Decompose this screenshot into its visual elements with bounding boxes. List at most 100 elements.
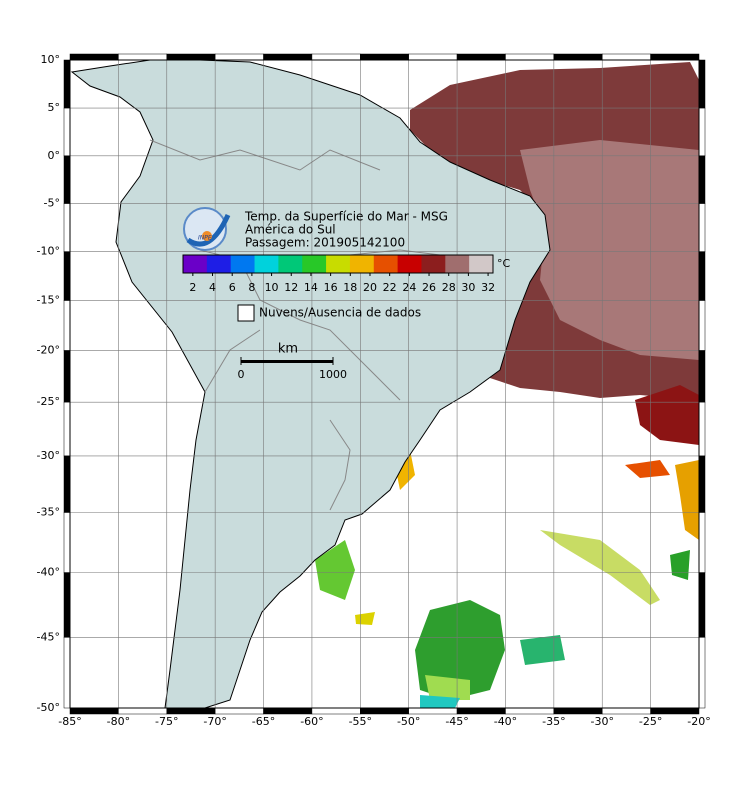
frame-segment	[360, 53, 409, 61]
colorbar-tick-label: 16	[324, 281, 338, 294]
frame-segment	[601, 53, 651, 61]
frame-segment	[650, 53, 700, 61]
colorbar-swatch	[230, 255, 256, 273]
colorbar-swatch	[397, 255, 422, 273]
frame-segment	[553, 707, 603, 715]
colorbar-swatch	[373, 255, 399, 273]
sst-cyan	[420, 695, 460, 708]
colorbar-tick-label: 26	[422, 281, 436, 294]
x-tick-label: -45°	[445, 715, 468, 728]
sst-orange	[675, 460, 699, 540]
colorbar-tick-label: 32	[481, 281, 495, 294]
title-line: Passagem: 201905142100	[245, 236, 405, 250]
x-tick-label: -60°	[300, 715, 323, 728]
y-tick-label: -25°	[37, 395, 60, 408]
y-tick-label: 10°	[41, 53, 61, 66]
frame-segment	[63, 251, 71, 301]
legend-label: Nuvens/Ausencia de dados	[259, 306, 421, 320]
frame-segment	[214, 53, 264, 61]
frame-segment	[456, 53, 506, 61]
frame-segment	[63, 59, 71, 109]
x-tick-label: -50°	[397, 715, 420, 728]
frame-segment	[698, 300, 706, 351]
frame-segment	[311, 53, 361, 61]
colorbar-tick-label: 12	[284, 281, 298, 294]
frame-segment	[698, 401, 706, 457]
sst-patches	[315, 62, 699, 708]
x-tick-label: -55°	[349, 715, 372, 728]
colorbar-tick-label: 20	[363, 281, 377, 294]
y-tick-label: -10°	[37, 245, 60, 258]
y-tick-label: 0°	[48, 149, 61, 162]
frame-segment	[698, 155, 706, 204]
scale-bar-unit: km	[278, 342, 298, 357]
title-block: INPE Temp. da Superfície do Mar - MSG Am…	[183, 207, 448, 251]
colorbar-tick-label: 28	[442, 281, 456, 294]
sst-orange	[625, 460, 670, 478]
frame-segment	[63, 455, 71, 513]
logo-arrow	[186, 213, 231, 247]
scale-bar: km 0 1000	[238, 342, 348, 382]
x-tick-label: -85°	[58, 715, 81, 728]
frame-segment	[63, 637, 71, 709]
colorbar: 2 4 6 8 10 12 14 16 18 20 22 24 26 28 30 32	[182, 254, 495, 294]
tick-labels: -85° -80° -75° -70° -65° -60° -55° -50° -45° -40°…	[37, 53, 711, 728]
logo-text: INPE	[198, 235, 212, 242]
y-tick-label: -35°	[37, 505, 60, 518]
frame-segment	[118, 707, 168, 715]
frame-segment	[698, 572, 706, 638]
colorbar-tick-label: 8	[248, 281, 255, 294]
frame-segment	[505, 707, 555, 715]
frame-segment	[408, 53, 458, 61]
frame-segment	[698, 637, 706, 709]
sst-red	[635, 385, 699, 445]
colorbar-border	[182, 254, 494, 274]
x-tick-label: -40°	[494, 715, 517, 728]
x-tick-label: -65°	[252, 715, 275, 728]
frame-segment	[698, 350, 706, 403]
frame-segment	[311, 707, 361, 715]
frame-segment	[456, 707, 506, 715]
colorbar-tick-label: 24	[402, 281, 416, 294]
frame-segment	[166, 707, 216, 715]
frame-segment	[63, 107, 71, 157]
colorbar-swatch	[278, 255, 303, 273]
colorbar-tick-label: 22	[383, 281, 397, 294]
logo-sun	[202, 231, 212, 241]
frame-segment	[214, 707, 264, 715]
frame-segment	[360, 707, 409, 715]
frame-segment	[698, 512, 706, 573]
sst-yellow	[540, 530, 660, 605]
x-tick-label: -35°	[542, 715, 565, 728]
frame-segment	[601, 707, 651, 715]
scale-bar-body	[241, 360, 333, 363]
frame-border	[69, 59, 700, 709]
colorbar-tick-label: 30	[461, 281, 475, 294]
y-tick-label: -40°	[37, 566, 60, 579]
logo	[183, 207, 227, 251]
colorbar-tick-label: 14	[304, 281, 318, 294]
x-tick-label: -20°	[687, 715, 710, 728]
x-tick-label: -70°	[203, 715, 226, 728]
frame-segment	[698, 455, 706, 513]
colorbar-swatch	[349, 255, 375, 273]
frame-segment	[698, 59, 706, 109]
frame-segment	[63, 572, 71, 638]
colorbar-swatch	[206, 255, 232, 273]
title-line: Temp. da Superfície do Mar - MSG	[244, 210, 448, 224]
x-tick-label: -30°	[590, 715, 613, 728]
frame-segment	[698, 203, 706, 252]
y-tick-label: -5°	[44, 197, 60, 210]
sst-green	[415, 600, 505, 700]
colorbar-tick-label: 2	[189, 281, 196, 294]
sst-warm-light	[520, 140, 699, 360]
colorbar-unit: °C	[497, 257, 511, 270]
x-tick-label: -80°	[107, 715, 130, 728]
legend-swatch	[237, 304, 255, 322]
colorbar-swatch	[302, 255, 327, 273]
sst-green	[315, 540, 355, 600]
frame-segment	[650, 707, 700, 715]
sst-green	[520, 635, 565, 665]
sst-yellow	[355, 612, 375, 625]
